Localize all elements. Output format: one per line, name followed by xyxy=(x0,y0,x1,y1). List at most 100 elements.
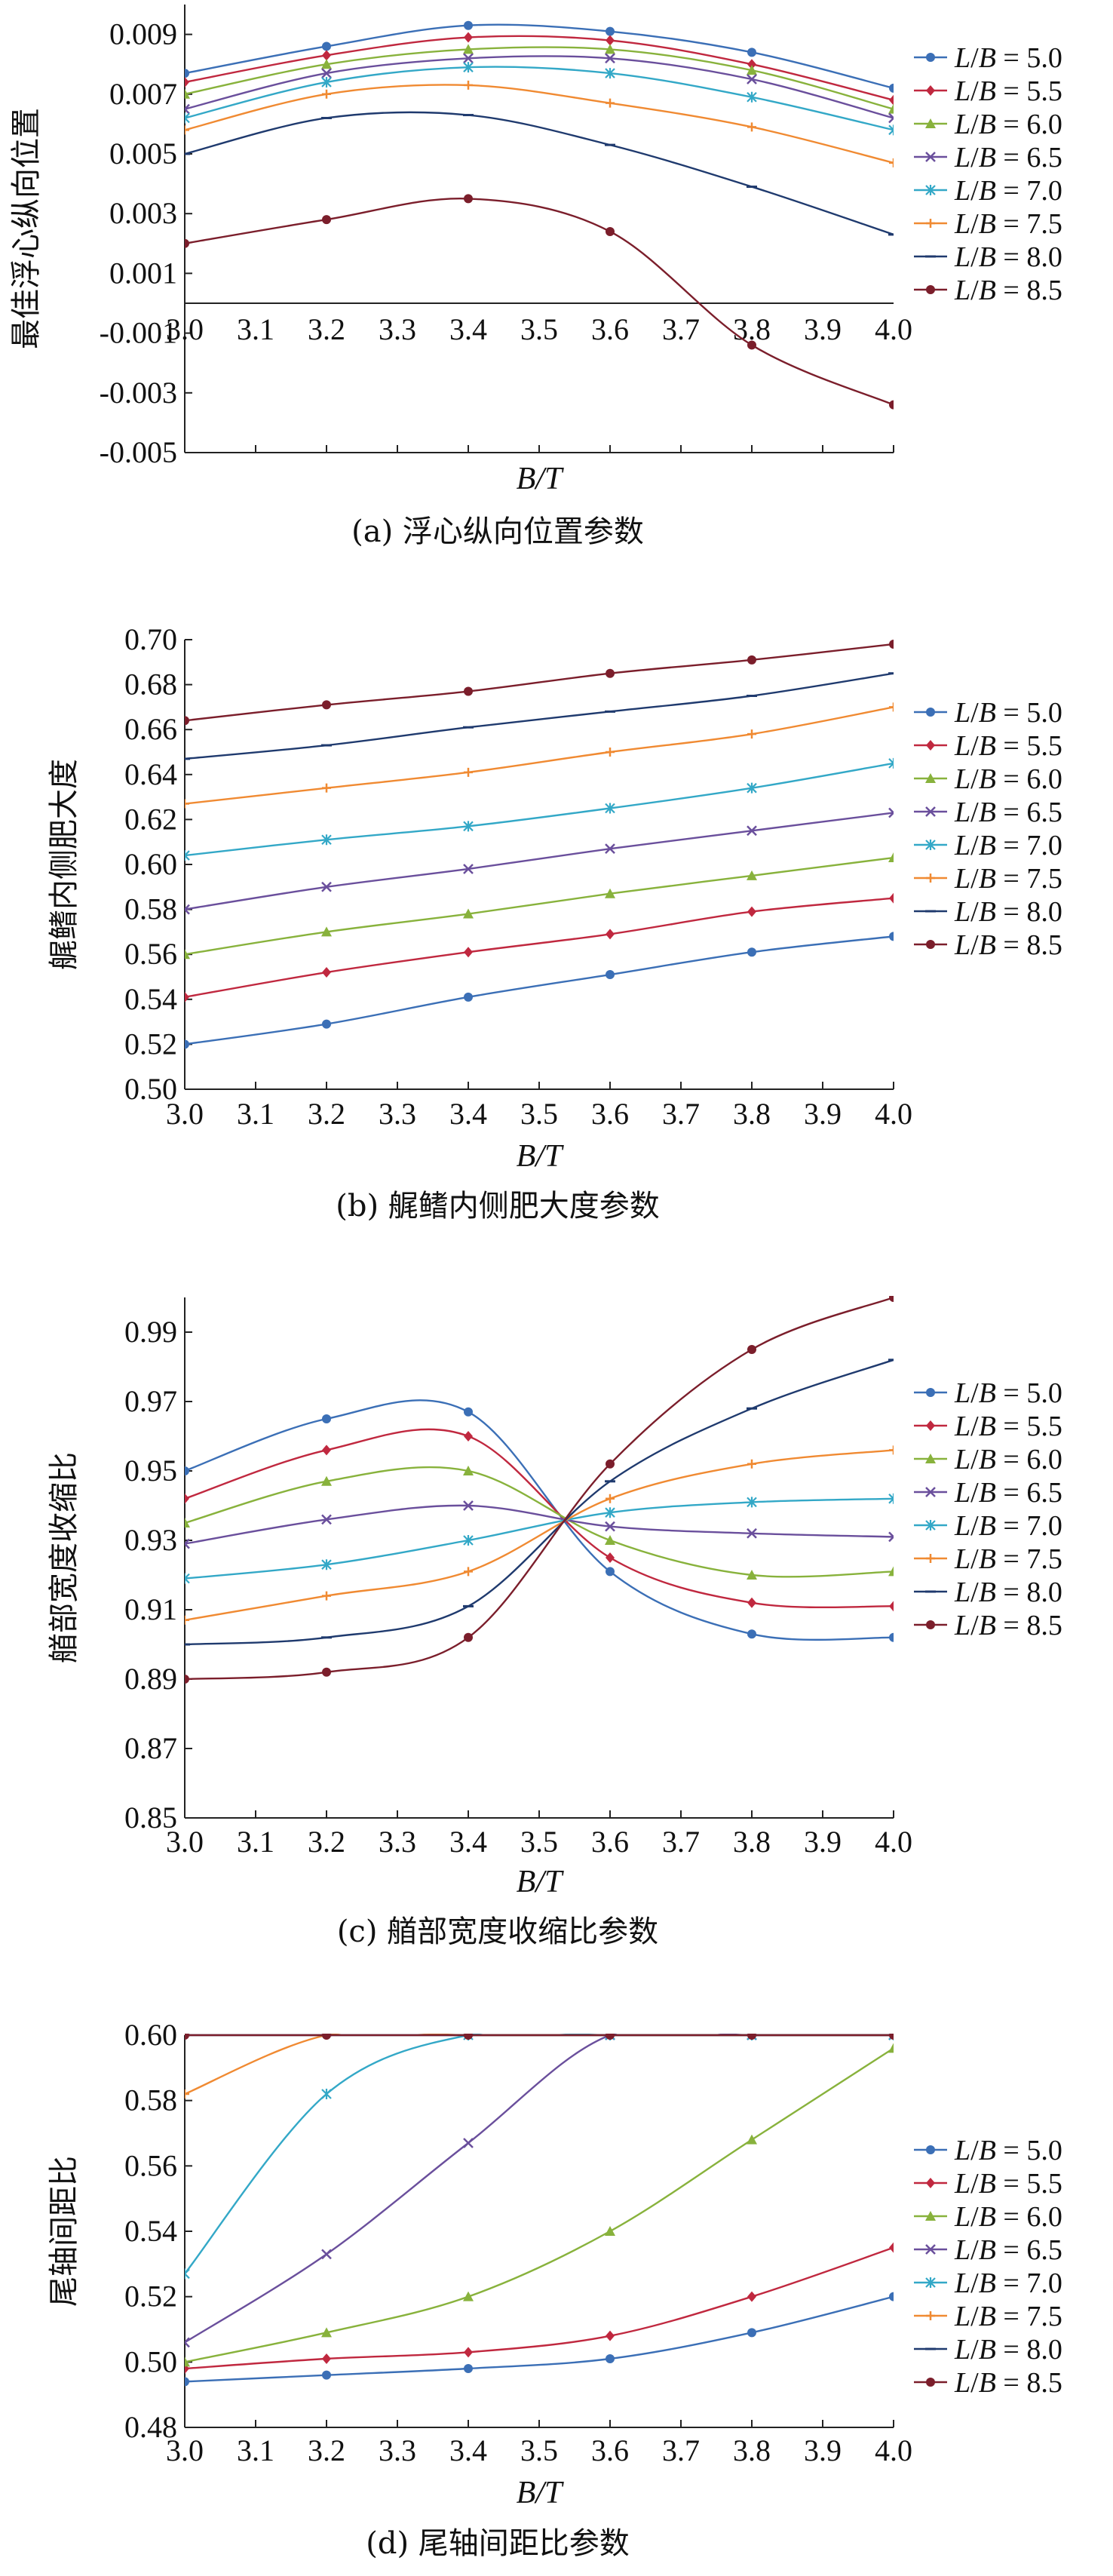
data-point-0 xyxy=(747,1629,756,1639)
y-tick-label: 0.93 xyxy=(124,1523,177,1557)
x-axis-title: B/T xyxy=(517,1139,564,1174)
data-point-4 xyxy=(463,821,474,832)
data-point-7 xyxy=(464,1632,473,1642)
data-point-2 xyxy=(605,44,615,54)
series-line-4 xyxy=(185,762,894,857)
data-point-5 xyxy=(185,125,189,135)
data-point-1 xyxy=(464,32,473,43)
legend-marker-5 xyxy=(926,219,935,228)
data-point-3 xyxy=(185,904,190,915)
y-tick-label: 0.003 xyxy=(109,196,177,230)
y-tick-label: 0.97 xyxy=(124,1384,177,1418)
data-point-4 xyxy=(747,782,757,794)
x-tick-label: 3.1 xyxy=(237,1825,274,1859)
y-axis-title: 尾轴间距比 xyxy=(47,2156,81,2307)
data-point-2 xyxy=(463,1466,474,1475)
legend-marker-5 xyxy=(926,1554,935,1563)
series-line-3 xyxy=(185,1504,894,1545)
data-point-2 xyxy=(463,2291,474,2301)
data-point-0 xyxy=(464,20,473,30)
y-tick-label: 0.89 xyxy=(124,1662,177,1696)
legend-label-2: L/B = 6.0 xyxy=(954,1444,1062,1475)
data-point-4 xyxy=(888,757,894,769)
data-point-1 xyxy=(606,2330,615,2341)
series-line-6 xyxy=(185,111,894,236)
data-point-0 xyxy=(185,2377,189,2387)
series-line-1 xyxy=(185,897,894,999)
y-tick-label: 0.60 xyxy=(124,847,177,881)
legend: L/B = 5.0L/B = 5.5L/B = 6.0L/B = 6.5L/B … xyxy=(914,2135,1062,2399)
data-point-0 xyxy=(322,41,331,51)
legend-label-6: L/B = 8.0 xyxy=(954,1577,1062,1608)
x-tick-label: 3.5 xyxy=(520,1825,558,1859)
x-tick-label: 3.4 xyxy=(449,2433,487,2467)
data-point-7 xyxy=(322,700,331,710)
series-group xyxy=(185,20,894,410)
x-tick-label: 3.3 xyxy=(379,1825,416,1859)
legend-marker-3 xyxy=(925,806,936,817)
legend: L/B = 5.0L/B = 5.5L/B = 6.0L/B = 6.5L/B … xyxy=(914,697,1062,961)
x-tick-label: 3.3 xyxy=(379,1097,416,1131)
data-point-1 xyxy=(889,2242,894,2253)
data-point-3 xyxy=(605,1521,615,1532)
x-tick-label: 3.0 xyxy=(166,2433,204,2467)
legend-marker-0 xyxy=(926,53,935,62)
y-tick-label: -0.003 xyxy=(100,376,177,410)
legend-marker-2 xyxy=(925,2211,936,2221)
legend-marker-5 xyxy=(926,2311,935,2320)
data-point-4 xyxy=(321,1559,332,1570)
data-point-5 xyxy=(606,748,615,757)
x-tick-label: 3.5 xyxy=(520,1097,558,1131)
legend-label-6: L/B = 8.0 xyxy=(954,241,1062,273)
legend-marker-4 xyxy=(925,1520,936,1531)
y-tick-label: 0.48 xyxy=(124,2410,177,2444)
y-axis-title: 最佳浮心纵向位置 xyxy=(9,108,44,349)
legend-marker-5 xyxy=(926,874,935,883)
data-point-2 xyxy=(321,1475,332,1486)
data-point-0 xyxy=(747,48,756,57)
data-point-5 xyxy=(747,1459,756,1469)
legend-label-4: L/B = 7.0 xyxy=(954,830,1062,861)
data-point-0 xyxy=(464,992,473,1002)
legend-label-2: L/B = 6.0 xyxy=(954,2201,1062,2233)
series-line-4 xyxy=(185,66,894,131)
legend-label-3: L/B = 6.5 xyxy=(954,142,1062,173)
series-line-5 xyxy=(185,2034,894,2095)
legend-marker-4 xyxy=(925,840,936,850)
x-tick-label: 3.2 xyxy=(308,2433,345,2467)
data-point-4 xyxy=(747,1497,757,1508)
data-point-5 xyxy=(464,1567,473,1577)
y-tick-label: 0.91 xyxy=(124,1592,177,1626)
data-point-7 xyxy=(464,194,473,204)
legend-marker-0 xyxy=(926,708,935,717)
legend-label-7: L/B = 8.5 xyxy=(954,929,1062,961)
data-point-3 xyxy=(605,53,615,64)
data-point-4 xyxy=(185,112,190,124)
x-tick-label: 3.2 xyxy=(308,1825,345,1859)
legend-marker-1 xyxy=(926,1420,935,1431)
data-point-0 xyxy=(889,932,894,941)
data-point-5 xyxy=(185,1615,189,1625)
x-tick-label: 4.0 xyxy=(875,1097,912,1131)
y-tick-label: 0.52 xyxy=(124,2280,177,2313)
data-point-2 xyxy=(185,1518,190,1527)
data-point-2 xyxy=(888,2043,894,2053)
series-line-2 xyxy=(185,856,894,956)
data-point-7 xyxy=(322,1667,331,1677)
data-point-3 xyxy=(185,1538,190,1549)
y-tick-label: 0.001 xyxy=(109,256,177,290)
x-tick-label: 3.3 xyxy=(379,312,416,346)
legend-label-0: L/B = 5.0 xyxy=(954,42,1062,74)
legend-label-0: L/B = 5.0 xyxy=(954,1377,1062,1409)
x-tick-label: 3.0 xyxy=(166,1097,204,1131)
series-group xyxy=(185,1296,894,1684)
data-point-4 xyxy=(888,1493,894,1504)
data-point-2 xyxy=(321,59,332,69)
data-point-0 xyxy=(185,1466,189,1475)
x-tick-label: 3.5 xyxy=(520,2433,558,2467)
data-point-7 xyxy=(889,639,894,649)
series-group xyxy=(185,639,894,1049)
data-point-2 xyxy=(605,888,615,898)
data-point-5 xyxy=(464,767,473,777)
legend-marker-7 xyxy=(926,940,935,949)
